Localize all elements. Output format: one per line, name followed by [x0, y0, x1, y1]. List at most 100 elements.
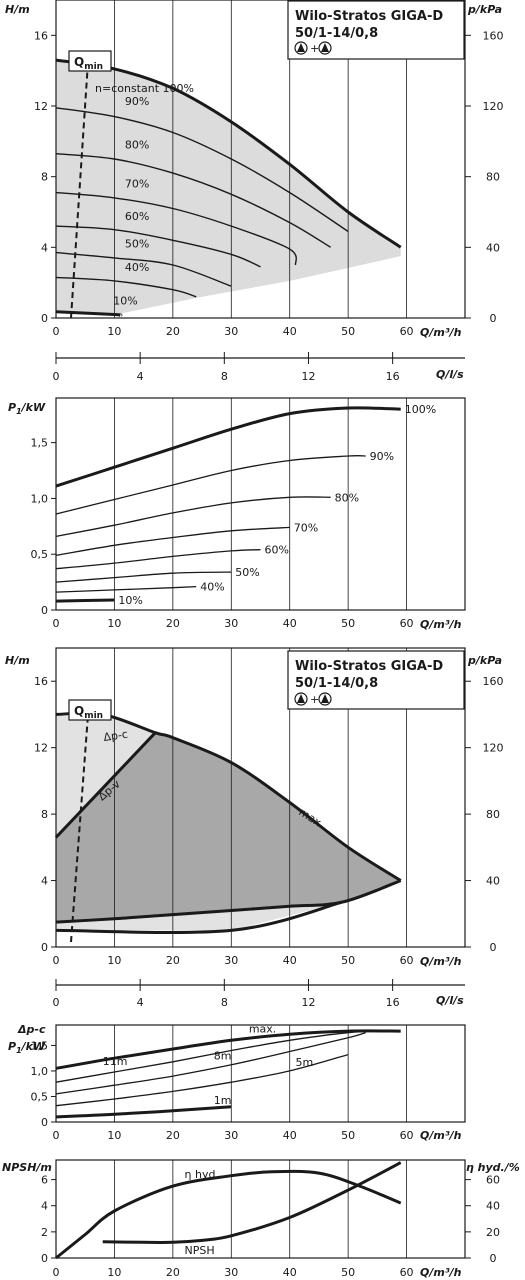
chart-subtitle-2: 50/1-14/0,8 [295, 676, 378, 691]
panel-power-curves: 0 10 20 30 40 50 60 0 0,5 1,0 1,5 P1/kW Q/m³/h 100… [8, 397, 466, 631]
dpcpower-y-tick-0,5: 0,5 [31, 1090, 49, 1103]
ls-tick-16: 16 [386, 370, 400, 383]
head-y-tick-4: 4 [41, 241, 48, 254]
qmin-label-2: Qmin [74, 704, 103, 721]
curve-head-60 [55, 225, 261, 268]
control-y2-tick-160: 160 [483, 675, 504, 688]
dpcpower-y-tick-1,5: 1,5 [31, 1039, 49, 1052]
y2-axis-label-pressure: p/kPa [467, 3, 502, 16]
title-box [287, 0, 465, 60]
label-head-70: 70% [125, 177, 149, 190]
label-head-40: 40% [125, 261, 149, 274]
npsh-x-tick-60: 60 [400, 1266, 414, 1279]
curve-dpc-max [55, 1029, 401, 1070]
panel-power-dpc: 0 10 20 30 40 50 60 0 0,5 1,0 1,5 Δp-c P1/kW Q/m³/… [8, 1023, 466, 1142]
head-y2-tick-160: 160 [483, 29, 504, 42]
head-x-tick-10: 10 [107, 325, 121, 338]
npsh-y2-tick-60: 60 [486, 1174, 500, 1187]
curve-dpc-8m [55, 1032, 366, 1095]
curve-power-100 [55, 406, 401, 488]
control-x-tick-60: 60 [400, 954, 414, 967]
head-y-tick-16: 16 [34, 29, 48, 42]
operating-field-area [56, 60, 401, 314]
curve-head-50 [55, 251, 232, 287]
power-y-tick-0,5: 0,5 [31, 548, 49, 561]
x-axis-label-flow-2: Q/m³/h [420, 955, 462, 968]
head-x-tick-30: 30 [224, 325, 238, 338]
qmin-label: Qmin [74, 55, 103, 72]
label-power-70: 70% [294, 521, 318, 534]
plot-frame-control [55, 647, 466, 948]
plot-frame-head [55, 0, 466, 319]
y-axis-label-power-2: P1/kW [8, 1040, 46, 1055]
y-axis-label-power: P1/kW [8, 401, 46, 416]
dpcpower-x-tick-50: 50 [341, 1129, 355, 1142]
control-x-tick-30: 30 [224, 954, 238, 967]
annotation-n-constant: n=constant 100% [95, 82, 194, 95]
curve-head-80 [55, 153, 331, 248]
curve-power-80 [55, 496, 331, 538]
x-axis-label-flow-ls-2: Q/l/s [436, 994, 464, 1007]
label-power-40: 40% [200, 581, 224, 594]
head-x-tick-60: 60 [400, 325, 414, 338]
dpcpower-x-tick-60: 60 [400, 1129, 414, 1142]
power-x-tick-10: 10 [107, 617, 121, 630]
label-power-50: 50% [235, 566, 259, 579]
head-y2-tick-120: 120 [483, 100, 504, 113]
power-y-tick-1,0: 1,0 [31, 492, 49, 505]
qmin-line [70, 61, 89, 319]
y2-axis-label-efficiency: η hyd./% [466, 1161, 520, 1174]
y-axis-label-head: H/m [5, 3, 30, 16]
x-axis-label-flow: Q/m³/h [420, 326, 462, 339]
label-dpc-8m: 8m [214, 1050, 232, 1063]
ls2-tick-8: 8 [221, 996, 228, 1009]
head-x-tick-0: 0 [53, 325, 60, 338]
npsh-x-tick-30: 30 [224, 1266, 238, 1279]
panel-flow-ls-axis-2: 0 4 8 12 16 Q/l/s [53, 979, 465, 1009]
label-dpc-1m: 1m [214, 1094, 232, 1107]
label-head-50: 50% [125, 238, 149, 251]
npsh-x-tick-10: 10 [107, 1266, 121, 1279]
npsh-x-tick-0: 0 [53, 1266, 60, 1279]
title-box-2 [287, 650, 465, 710]
dpcpower-x-tick-40: 40 [283, 1129, 297, 1142]
label-head-80: 80% [125, 139, 149, 152]
curve-dpc-11m [55, 1030, 384, 1083]
svg-text:+: + [310, 42, 319, 55]
control-y-tick-0: 0 [41, 941, 48, 954]
curve-power-90 [55, 455, 366, 515]
plot-frame-npsh [55, 1159, 466, 1259]
head-x-tick-20: 20 [166, 325, 180, 338]
qmin-box-2 [68, 699, 112, 721]
power-x-tick-0: 0 [53, 617, 60, 630]
power-y-tick-0: 0 [41, 604, 48, 617]
control-x-tick-10: 10 [107, 954, 121, 967]
dpcpower-x-tick-20: 20 [166, 1129, 180, 1142]
npsh-y-tick-2: 2 [41, 1226, 48, 1239]
dpcpower-y-tick-0: 0 [41, 1116, 48, 1129]
head-x-tick-50: 50 [341, 325, 355, 338]
pump-symbol-icon: + [294, 41, 332, 55]
y-axis-label-npsh: NPSH/m [2, 1161, 52, 1174]
curve-head-70 [55, 191, 297, 266]
chart-subtitle: 50/1-14/0,8 [295, 26, 378, 41]
head-y-tick-0: 0 [41, 312, 48, 325]
curve-dpc-5m [55, 1053, 349, 1107]
control-y-tick-8: 8 [41, 808, 48, 821]
curve-power-70 [55, 526, 290, 556]
curve-power-10 [55, 598, 115, 603]
npsh-x-tick-20: 20 [166, 1266, 180, 1279]
control-x-tick-20: 20 [166, 954, 180, 967]
ls-tick-0: 0 [53, 370, 60, 383]
control-y2-tick-80: 80 [486, 808, 500, 821]
head-y-tick-8: 8 [41, 171, 48, 184]
label-dpc-11m: 11m [103, 1055, 128, 1068]
npsh-y-tick-4: 4 [41, 1200, 48, 1213]
curve-npsh [102, 1161, 402, 1244]
svg-text:+: + [310, 693, 319, 706]
control-y-tick-4: 4 [41, 875, 48, 888]
label-power-90: 90% [370, 450, 394, 463]
